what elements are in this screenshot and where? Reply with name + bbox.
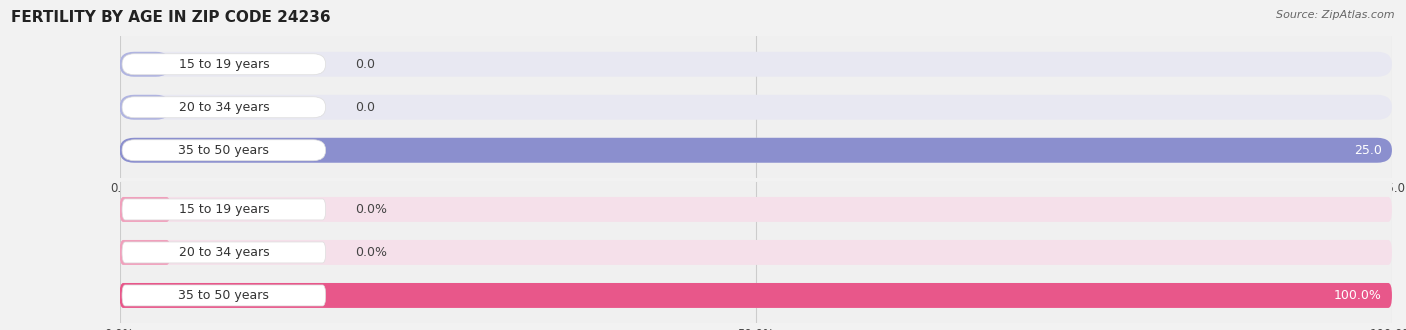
FancyBboxPatch shape — [120, 95, 1392, 120]
Text: FERTILITY BY AGE IN ZIP CODE 24236: FERTILITY BY AGE IN ZIP CODE 24236 — [11, 10, 330, 25]
FancyBboxPatch shape — [120, 52, 170, 77]
Text: 0.0%: 0.0% — [354, 246, 387, 259]
FancyBboxPatch shape — [120, 138, 1392, 163]
Text: 0.0: 0.0 — [354, 58, 375, 71]
Text: 35 to 50 years: 35 to 50 years — [179, 144, 270, 157]
Text: 20 to 34 years: 20 to 34 years — [179, 246, 269, 259]
Text: 35 to 50 years: 35 to 50 years — [179, 289, 270, 302]
FancyBboxPatch shape — [122, 140, 326, 161]
FancyBboxPatch shape — [122, 97, 326, 118]
Text: Source: ZipAtlas.com: Source: ZipAtlas.com — [1277, 10, 1395, 20]
Text: 25.0: 25.0 — [1354, 144, 1382, 157]
FancyBboxPatch shape — [120, 283, 1392, 308]
Text: 0.0: 0.0 — [354, 101, 375, 114]
FancyBboxPatch shape — [122, 285, 326, 306]
FancyBboxPatch shape — [120, 240, 1392, 265]
FancyBboxPatch shape — [120, 52, 1392, 77]
FancyBboxPatch shape — [120, 240, 170, 265]
FancyBboxPatch shape — [122, 54, 326, 75]
FancyBboxPatch shape — [122, 199, 326, 220]
Text: 0.0%: 0.0% — [354, 203, 387, 216]
Text: 20 to 34 years: 20 to 34 years — [179, 101, 269, 114]
Text: 15 to 19 years: 15 to 19 years — [179, 58, 269, 71]
FancyBboxPatch shape — [120, 95, 170, 120]
Text: 100.0%: 100.0% — [1334, 289, 1382, 302]
FancyBboxPatch shape — [122, 242, 326, 263]
FancyBboxPatch shape — [120, 197, 1392, 222]
FancyBboxPatch shape — [120, 138, 1392, 163]
Text: 15 to 19 years: 15 to 19 years — [179, 203, 269, 216]
FancyBboxPatch shape — [120, 197, 170, 222]
FancyBboxPatch shape — [120, 283, 1392, 308]
